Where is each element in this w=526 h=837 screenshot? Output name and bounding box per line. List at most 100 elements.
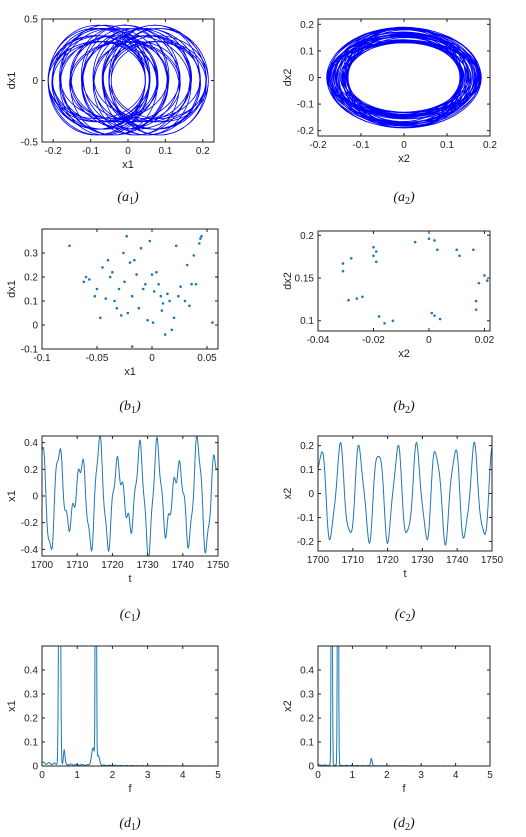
section-point-b1-46 [183, 299, 187, 303]
section-point-b2-21 [458, 254, 461, 258]
section-point-b1-20 [128, 261, 132, 264]
x-tick-label-b2-2: 0 [426, 335, 432, 346]
section-point-b1-24 [137, 306, 141, 310]
section-point-b1-51 [194, 282, 198, 286]
panel-b1: -0.1 -0.05 0 0.05 -0.1 0 0.1 0.2 0.3 x1 dx1 (b1) [6, 228, 219, 416]
panel-c1: 1700 1710 1720 1730 1740 1750 -0.4 -0.2 0 0.2 0.4 t… [6, 435, 230, 624]
y-tick-label-b1-4: 0.3 [24, 249, 38, 260]
y-tick-label-c1-3: 0.2 [24, 465, 38, 476]
panel-caption-c1: (c1) [120, 607, 141, 624]
y-tick-label-a2-3: 0.1 [300, 46, 314, 57]
y-tick-label-b2-2: 0.2 [300, 231, 314, 242]
section-point-b2-27 [485, 279, 489, 282]
section-point-b1-22 [133, 258, 136, 262]
y-axis-label-a2: dx2 [282, 69, 294, 87]
section-point-b2-5 [361, 295, 364, 299]
y-tick-label-c1-0: -0.4 [21, 545, 39, 556]
section-point-b2-9 [374, 250, 378, 253]
section-point-b2-16 [430, 311, 434, 315]
x-tick-label-c1-1: 1710 [66, 560, 89, 571]
y-tick-label-b1-1: 0 [32, 321, 38, 332]
section-point-b1-6 [99, 316, 102, 320]
section-point-b2-4 [355, 297, 359, 300]
section-point-b1-10 [108, 275, 112, 279]
x-tick-label-b1-0: -0.1 [33, 353, 51, 364]
x-axis-label-c1: t [128, 573, 131, 585]
section-point-b1-38 [163, 333, 167, 336]
section-point-b1-43 [174, 244, 178, 248]
axes-frame-d2 [317, 645, 491, 767]
section-point-b2-26 [483, 274, 486, 277]
x-axis-label-a2: x2 [398, 153, 410, 165]
y-tick-label-c2-3: 0.1 [300, 465, 314, 476]
y-tick-label-d2-4: 0.4 [300, 666, 314, 677]
section-point-b1-33 [155, 270, 158, 274]
section-point-b1-57 [130, 345, 134, 348]
y-tick-label-d2-1: 0.1 [300, 738, 314, 749]
y-tick-label-c2-0: -0.2 [297, 537, 315, 548]
series-line-c1 [42, 436, 218, 556]
section-point-b1-40 [168, 299, 171, 303]
section-point-b2-13 [413, 240, 417, 244]
section-point-b1-23 [135, 273, 138, 276]
x-tick-label-d1-1: 1 [74, 770, 80, 781]
section-point-b1-41 [170, 328, 174, 332]
section-point-b2-6 [372, 245, 375, 249]
x-tick-label-a2-2: 0 [401, 140, 407, 151]
section-point-b2-7 [372, 254, 375, 258]
section-point-b1-27 [144, 282, 147, 286]
x-tick-label-a2-3: 0.1 [440, 140, 454, 151]
section-point-b2-19 [435, 248, 439, 252]
y-tick-label-a2-2: 0 [308, 73, 314, 84]
section-point-b2-1 [341, 269, 345, 273]
y-tick-label-b1-2: 0.1 [24, 297, 38, 308]
x-tick-label-a1-2: 0 [125, 146, 131, 157]
section-point-b1-30 [150, 273, 154, 276]
y-tick-label-b1-0: -0.1 [21, 345, 39, 356]
section-point-b1-36 [160, 309, 164, 312]
y-axis-label-c2: x2 [282, 488, 294, 500]
section-point-b1-14 [117, 287, 121, 291]
y-axis-label-d2: x2 [282, 700, 294, 712]
panel-d1: 0 1 2 3 4 5 0 0.1 0.2 0.3 0.4 f x1 (d1) [6, 645, 221, 833]
section-point-b2-12 [391, 319, 395, 323]
section-point-b2-20 [455, 248, 459, 252]
panel-a2: -0.2 -0.1 0 0.1 0.2 -0.2 -0.1 0 0.1 0.2 x2 dx2 (a2) [282, 18, 497, 207]
x-tick-label-d2-2: 2 [384, 770, 390, 781]
y-tick-label-c2-1: -0.1 [297, 513, 315, 524]
x-axis-label-d2: f [402, 783, 406, 795]
section-point-b1-42 [172, 316, 176, 320]
x-axis-label-a1: x1 [122, 159, 134, 171]
plot-area-b1 [68, 234, 218, 348]
x-tick-label-a1-1: -0.1 [82, 146, 100, 157]
x-tick-label-c1-3: 1730 [136, 560, 159, 571]
axes-frame-b2 [317, 230, 491, 332]
panel-caption-b1: (b1) [119, 399, 141, 416]
section-point-b1-19 [126, 311, 130, 315]
y-tick-label-a2-1: -0.1 [297, 100, 315, 111]
x-tick-label-d1-0: 0 [39, 770, 45, 781]
y-tick-label-c1-1: -0.2 [21, 518, 39, 529]
section-point-b1-39 [166, 292, 169, 296]
axes-frame-c1 [41, 435, 219, 557]
section-point-b1-2 [84, 275, 88, 279]
panel-caption-d1: (d1) [119, 816, 141, 833]
section-point-b1-35 [159, 294, 163, 298]
x-axis-label-c2: t [403, 568, 406, 580]
section-point-b1-18 [125, 234, 128, 238]
section-point-b1-55 [211, 321, 214, 324]
section-point-b2-0 [341, 262, 345, 265]
y-axis-label-b1: dx1 [6, 280, 18, 298]
section-point-b1-49 [190, 282, 193, 286]
y-axis-label-c1: x1 [6, 490, 18, 502]
section-point-b1-13 [115, 306, 119, 310]
y-tick-label-d1-1: 0.1 [24, 738, 38, 749]
x-tick-label-a1-3: 0.1 [158, 146, 172, 157]
y-tick-label-a2-0: -0.2 [297, 126, 315, 137]
section-point-b2-24 [474, 308, 478, 311]
x-tick-label-d1-5: 5 [215, 770, 221, 781]
axes-frame-d1 [41, 645, 219, 767]
section-point-b2-22 [472, 248, 475, 252]
section-point-b1-7 [101, 266, 104, 269]
